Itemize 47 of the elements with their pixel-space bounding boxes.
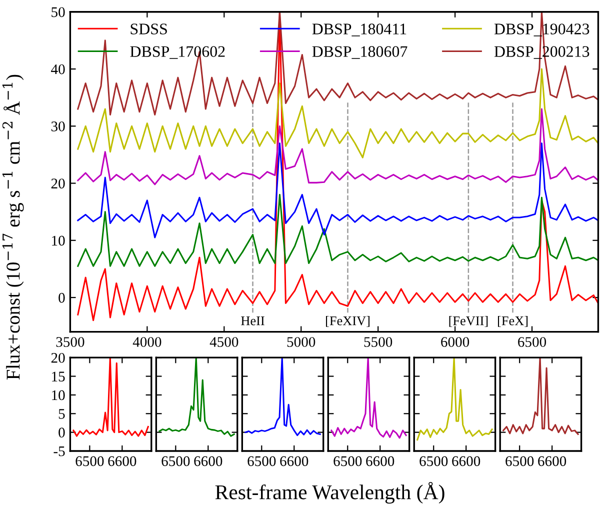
line-series <box>77 142 598 238</box>
x-axis-title: Rest-frame Wavelength (Å) <box>215 482 444 504</box>
ref-line-label: [FeX] <box>498 316 528 327</box>
x-tick-label: 6500 <box>334 456 362 466</box>
y-tick-label: 50 <box>52 7 65 18</box>
y-tick-label: 10 <box>52 236 65 246</box>
y-tick-label: -5 <box>54 446 65 456</box>
x-tick-label: 6500 <box>76 456 104 466</box>
x-tick-label: 6600 <box>280 456 308 466</box>
x-tick-label: 4000 <box>132 337 162 347</box>
line-series <box>77 12 598 116</box>
y-tick-label: 0 <box>58 428 65 438</box>
legend-label: DBSP_180607 <box>312 46 408 59</box>
y-tick-label: 40 <box>51 64 65 74</box>
x-tick-label: 5500 <box>364 337 392 347</box>
x-tick-label: 6600 <box>194 456 222 466</box>
y-tick-label: 15 <box>52 372 65 382</box>
y-tick-label: 0 <box>58 292 65 303</box>
x-tick-label: 6500 <box>420 456 448 466</box>
x-tick-label: 6500 <box>248 456 276 466</box>
ref-line-label: [FeXIV] <box>326 316 370 327</box>
y-tick-label: 30 <box>51 121 65 132</box>
line-series <box>77 194 598 267</box>
x-tick-label: 4500 <box>210 337 238 347</box>
x-tick-label: 6600 <box>538 456 566 466</box>
text: Flux+const (10$^{−17}$ erg s$^{−1}$ cm$^{−2}$ Å$^{−1}$) <box>2 74 24 380</box>
x-tick-label: 6000 <box>441 337 470 347</box>
y-tick-label: 20 <box>51 352 65 363</box>
y-tick-label: 5 <box>58 409 65 419</box>
x-tick-label: 3500 <box>56 337 84 347</box>
x-tick-label: 6500 <box>162 456 190 466</box>
x-tick-label: 5000 <box>287 337 316 347</box>
x-tick-label: 6500 <box>506 456 534 466</box>
legend-label: DBSP_170602 <box>130 46 225 59</box>
legend-label: DBSP_180411 <box>312 24 406 36</box>
legend-label: SDSS <box>130 24 167 34</box>
line-series <box>77 108 598 186</box>
ref-line-label: [FeVII] <box>449 316 488 327</box>
x-tick-label: 6600 <box>452 456 480 466</box>
x-tick-label: 6600 <box>108 456 136 466</box>
line-series <box>72 358 149 437</box>
y-tick-label: 10 <box>52 390 65 400</box>
line-series <box>77 68 598 158</box>
ref-line-label: HeII <box>241 316 264 326</box>
y-tick-label: 20 <box>51 178 65 188</box>
x-tick-label: 6600 <box>366 456 394 466</box>
x-tick-label: 6500 <box>518 337 546 347</box>
